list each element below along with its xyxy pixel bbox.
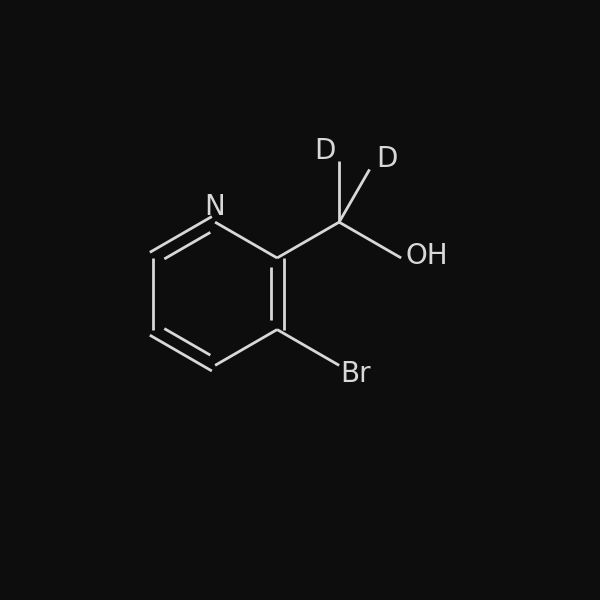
Text: OH: OH bbox=[405, 242, 448, 269]
Text: Br: Br bbox=[340, 359, 371, 388]
Text: D: D bbox=[314, 137, 336, 165]
Text: D: D bbox=[376, 145, 398, 173]
Text: N: N bbox=[205, 193, 226, 221]
